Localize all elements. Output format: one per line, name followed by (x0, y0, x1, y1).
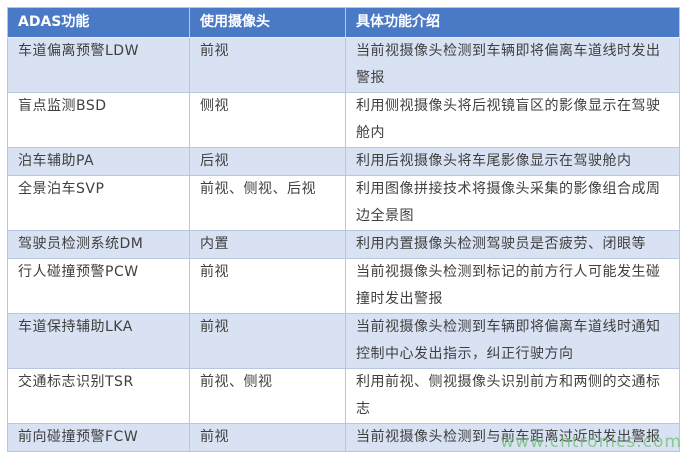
table-row: 前向碰撞预警FCW 前视 当前视摄像头检测到与前车距离过近时发出警报 (7, 423, 680, 452)
cell-camera-used: 后视 (189, 147, 346, 176)
table-row: 车道保持辅助LKA 前视 当前视摄像头检测到车辆即将偏离车道线时通知控制中心发出指示… (7, 313, 680, 369)
table-row: 交通标志识别TSR 前视、侧视 利用前视、侧视摄像头识别前方和两侧的交通标志 (7, 368, 680, 424)
cell-function-description: 当前视摄像头检测到车辆即将偏离车道线时通知控制中心发出指示，纠正行驶方向 (345, 313, 680, 369)
table-row: 驾驶员检测系统DM 内置 利用内置摄像头检测驾驶员是否疲劳、闭眼等 (7, 230, 680, 259)
cell-camera-used: 前视、侧视 (189, 368, 346, 424)
cell-adas-function: 盲点监测BSD (7, 92, 190, 148)
header-function-description: 具体功能介绍 (345, 7, 680, 38)
cell-adas-function: 泊车辅助PA (7, 147, 190, 176)
cell-function-description: 利用侧视摄像头将后视镜盲区的影像显示在驾驶舱内 (345, 92, 680, 148)
table-row: 车道偏离预警LDW 前视 当前视摄像头检测到车辆即将偏离车道线时发出警报 (7, 37, 680, 93)
table-row: 行人碰撞预警PCW 前视 当前视摄像头检测到标记的前方行人可能发生碰撞时发出警报 (7, 258, 680, 314)
cell-adas-function: 车道偏离预警LDW (7, 37, 190, 93)
cell-adas-function: 车道保持辅助LKA (7, 313, 190, 369)
table-body: 车道偏离预警LDW 前视 当前视摄像头检测到车辆即将偏离车道线时发出警报 盲点监测BS… (7, 37, 680, 452)
header-adas-function: ADAS功能 (7, 7, 190, 38)
header-camera-used: 使用摄像头 (189, 7, 346, 38)
cell-adas-function: 交通标志识别TSR (7, 368, 190, 424)
cell-adas-function: 驾驶员检测系统DM (7, 230, 190, 259)
header-row: ADAS功能 使用摄像头 具体功能介绍 (7, 7, 680, 38)
cell-camera-used: 侧视 (189, 92, 346, 148)
cell-adas-function: 前向碰撞预警FCW (7, 423, 190, 452)
cell-function-description: 利用图像拼接技术将摄像头采集的影像组合成周边全景图 (345, 175, 680, 231)
cell-camera-used: 内置 (189, 230, 346, 259)
cell-function-description: 当前视摄像头检测到与前车距离过近时发出警报 (345, 423, 680, 452)
cell-adas-function: 全景泊车SVP (7, 175, 190, 231)
cell-function-description: 利用前视、侧视摄像头识别前方和两侧的交通标志 (345, 368, 680, 424)
adas-table: ADAS功能 使用摄像头 具体功能介绍 车道偏离预警LDW 前视 当前视摄像头检测到… (7, 7, 680, 452)
cell-camera-used: 前视 (189, 37, 346, 93)
table-row: 泊车辅助PA 后视 利用后视摄像头将车尾影像显示在驾驶舱内 (7, 147, 680, 176)
cell-camera-used: 前视 (189, 258, 346, 314)
cell-function-description: 利用内置摄像头检测驾驶员是否疲劳、闭眼等 (345, 230, 680, 259)
table-row: 全景泊车SVP 前视、侧视、后视 利用图像拼接技术将摄像头采集的影像组合成周边全景图 (7, 175, 680, 231)
table-row: 盲点监测BSD 侧视 利用侧视摄像头将后视镜盲区的影像显示在驾驶舱内 (7, 92, 680, 148)
cell-function-description: 当前视摄像头检测到标记的前方行人可能发生碰撞时发出警报 (345, 258, 680, 314)
cell-camera-used: 前视 (189, 313, 346, 369)
cell-camera-used: 前视、侧视、后视 (189, 175, 346, 231)
cell-adas-function: 行人碰撞预警PCW (7, 258, 190, 314)
cell-camera-used: 前视 (189, 423, 346, 452)
cell-function-description: 利用后视摄像头将车尾影像显示在驾驶舱内 (345, 147, 680, 176)
cell-function-description: 当前视摄像头检测到车辆即将偏离车道线时发出警报 (345, 37, 680, 93)
